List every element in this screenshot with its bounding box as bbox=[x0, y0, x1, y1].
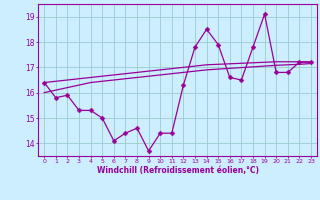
X-axis label: Windchill (Refroidissement éolien,°C): Windchill (Refroidissement éolien,°C) bbox=[97, 166, 259, 175]
